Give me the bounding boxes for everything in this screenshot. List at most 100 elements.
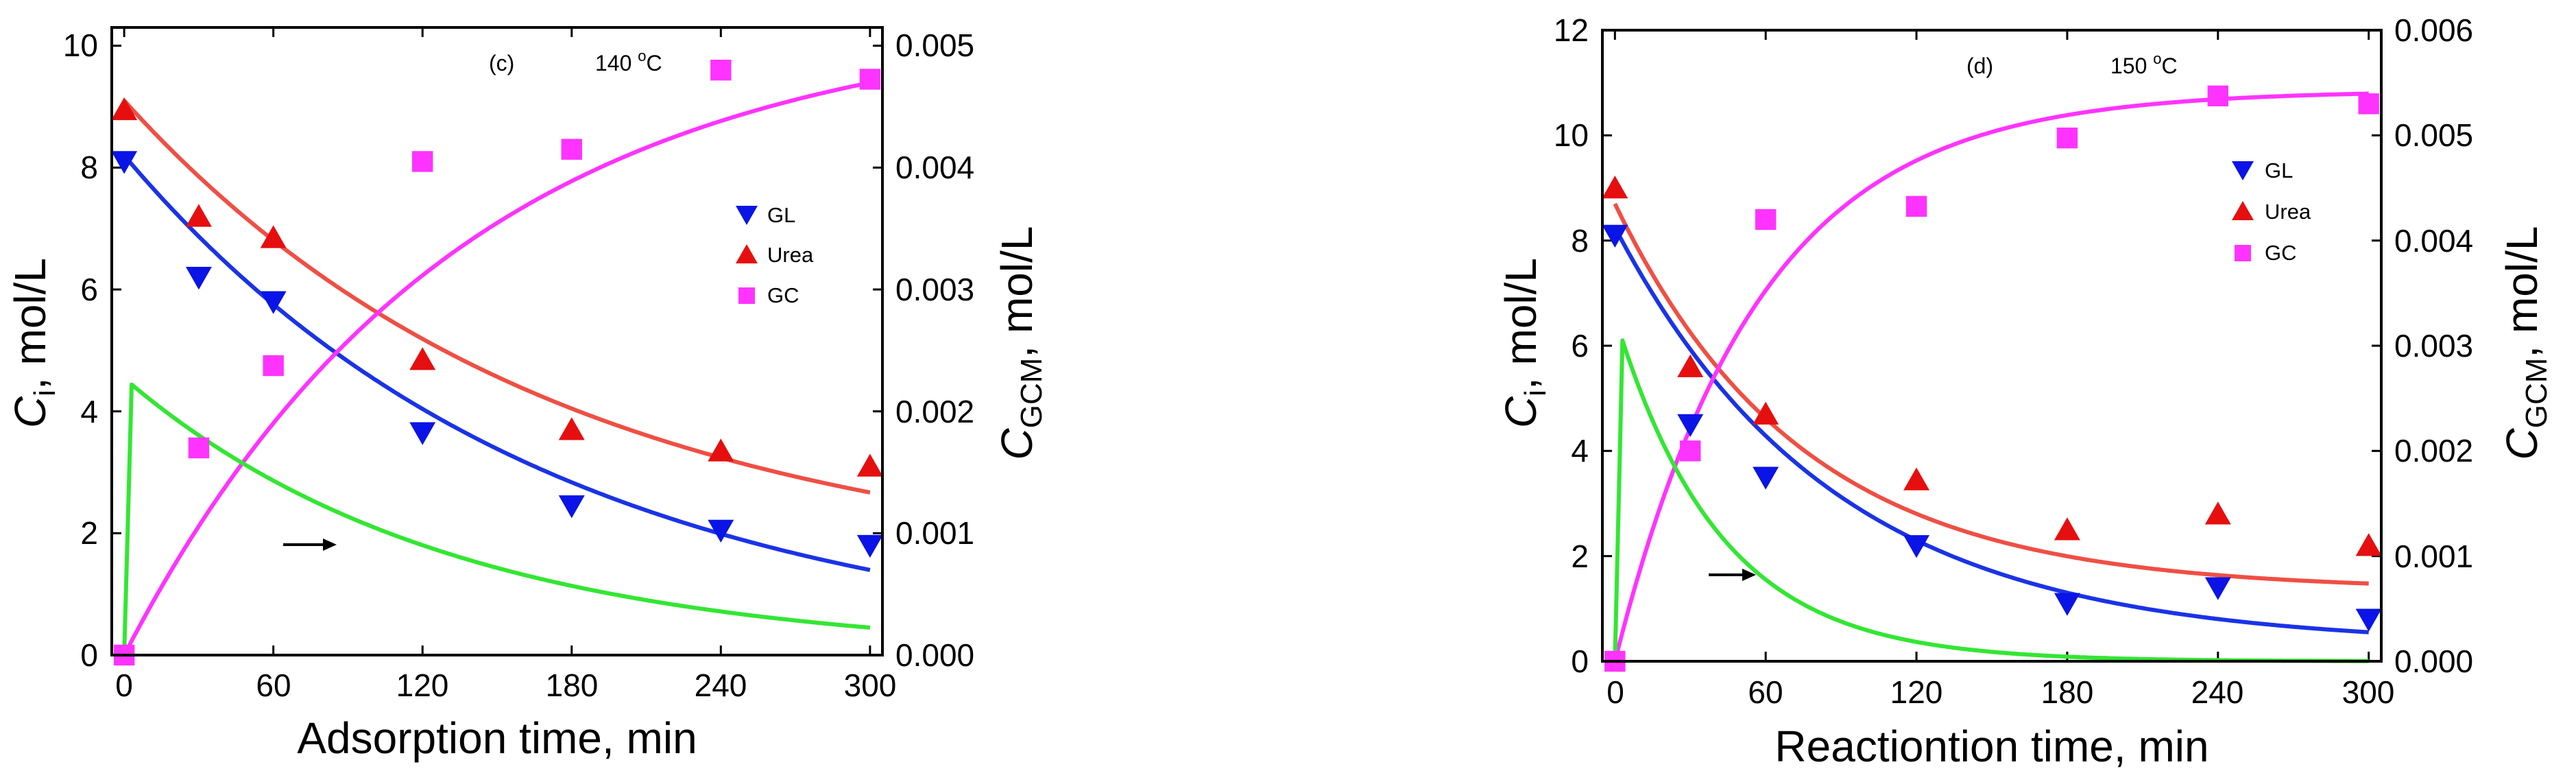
panel-d-legend: GL Urea GC	[2232, 158, 2311, 265]
panel-d-xtick-labels: 0 60 120 180 240 300	[1606, 674, 2394, 710]
fit-curve-gc	[122, 80, 871, 656]
data-point-gl	[111, 151, 138, 174]
y-tick-label: 2	[80, 515, 98, 551]
arrow-head	[1742, 569, 1756, 581]
data-point-urea	[1753, 401, 1779, 425]
y-tick-label: 10	[1554, 117, 1589, 153]
data-point-gc	[2207, 85, 2229, 107]
y-tick-label: 0	[1571, 643, 1589, 679]
x-tick-label: 180	[546, 667, 599, 703]
legend-item-gl: GL	[2232, 158, 2293, 182]
data-point-gl	[185, 267, 212, 290]
fit-curve-gl	[122, 154, 871, 572]
panel-c-y-axis-title: Ci, mol/L	[5, 258, 62, 428]
x-tick-label: 120	[396, 667, 449, 703]
data-point-urea	[856, 453, 883, 477]
y-tick-label: 6	[80, 272, 98, 307]
y-tick-label: 0	[80, 637, 98, 673]
triangle-up-marker	[2232, 201, 2254, 220]
data-point-urea	[1903, 467, 1930, 490]
data-point-urea	[185, 204, 212, 227]
data-point-gl	[260, 291, 287, 314]
legend-label: GL	[2265, 158, 2293, 182]
y2-tick-label: 0.003	[895, 272, 974, 307]
y2-tick-label: 0.002	[895, 394, 974, 429]
y2-tick-label: 0.005	[895, 27, 974, 63]
fit-curve-gcm	[122, 382, 871, 656]
panel-d-x-axis-title: Reactiontion time, min	[1774, 722, 2208, 771]
y-tick-label: 6	[1571, 328, 1589, 364]
x-tick-label: 60	[1748, 674, 1783, 710]
panel-c-gcm-arrow	[283, 538, 337, 551]
arrow-head	[323, 538, 337, 551]
legend-item-gl: GL	[736, 203, 795, 227]
y2-tick-label: 0.000	[2394, 643, 2473, 679]
data-point-gl	[1677, 414, 1704, 438]
data-point-urea	[111, 97, 138, 121]
x-tick-label: 180	[2041, 674, 2094, 710]
panel-d-y2tick-labels: 0.000 0.001 0.002 0.003 0.004 0.005 0.00…	[2394, 12, 2473, 679]
panel-c-y2-axis-title: CGCM, mol/L	[992, 226, 1048, 460]
y2-tick-label: 0.003	[2394, 328, 2473, 364]
data-point-urea	[409, 347, 436, 370]
square-marker	[2235, 245, 2251, 261]
y-tick-label: 4	[1571, 433, 1589, 469]
panel-c-x-axis-title: Adsorption time, min	[297, 713, 697, 763]
y2-tick-label: 0.001	[895, 515, 974, 551]
y-tick-label: 10	[63, 27, 98, 63]
data-point-urea	[2204, 501, 2231, 525]
legend-item-gc: GC	[738, 283, 799, 307]
data-point-gl	[2054, 593, 2080, 616]
fit-curve-gl	[1613, 226, 2369, 635]
x-tick-label: 120	[1890, 674, 1943, 710]
y2-tick-label: 0.005	[2394, 117, 2473, 153]
legend-item-urea: Urea	[736, 243, 814, 267]
panel-c-temperature: 140 oC	[595, 47, 662, 75]
data-point-gl	[1753, 466, 1779, 490]
x-tick-label: 300	[2342, 674, 2395, 710]
y-tick-label: 4	[80, 394, 98, 429]
panel-c: 0 60 120 180 240 300 0 2 4 6 8 10 0.000 …	[5, 26, 1048, 763]
y-tick-label: 12	[1554, 12, 1589, 48]
y2-tick-label: 0.000	[895, 637, 974, 673]
data-point-gc	[561, 139, 582, 160]
data-point-gc	[2358, 93, 2379, 115]
y2-tick-label: 0.004	[895, 150, 974, 185]
data-point-gl	[2204, 577, 2231, 600]
panel-c-plot-frame	[110, 26, 884, 656]
x-tick-label: 0	[115, 667, 133, 703]
x-tick-label: 300	[844, 667, 897, 703]
legend-item-urea: Urea	[2232, 200, 2311, 224]
y-tick-label: 8	[1571, 223, 1589, 259]
legend-label: GC	[767, 283, 799, 307]
data-point-gl	[1903, 535, 1930, 558]
data-point-urea	[1677, 354, 1704, 377]
panel-d-y2-axis-title: CGCM, mol/L	[2497, 226, 2553, 460]
data-point-gl	[409, 422, 436, 445]
y2-tick-label: 0.001	[2394, 538, 2473, 574]
x-tick-label: 240	[2191, 674, 2244, 710]
data-point-urea	[2355, 533, 2382, 556]
x-tick-label: 0	[1606, 674, 1624, 710]
panel-d-label: (d)	[1966, 54, 1993, 78]
legend-label: Urea	[2265, 200, 2311, 224]
panel-d-gcm-arrow	[1709, 569, 1756, 581]
data-point-gc	[412, 151, 433, 172]
panel-d-ytick-labels: 0 2 4 6 8 10 12	[1554, 12, 1589, 679]
panel-c-label: (c)	[489, 51, 514, 75]
panel-d-y-axis-title: Ci, mol/L	[1496, 258, 1552, 428]
panel-d-markers	[1602, 85, 2382, 672]
y2-tick-label: 0.006	[2394, 12, 2473, 48]
legend-label: GL	[767, 203, 795, 227]
legend-label: Urea	[767, 243, 814, 267]
panel-c-ytick-labels: 0 2 4 6 8 10	[63, 27, 98, 673]
data-point-gl	[558, 495, 585, 519]
fit-curve-urea	[122, 99, 871, 495]
data-point-gl	[2355, 608, 2382, 632]
panel-d-ticks	[1602, 29, 2381, 663]
fit-curve-gc	[1613, 91, 2369, 662]
x-tick-label: 60	[256, 667, 291, 703]
fit-curve-urea	[1613, 202, 2369, 586]
fit-curve-gcm	[1613, 338, 2369, 663]
y2-tick-label: 0.004	[2394, 223, 2473, 259]
